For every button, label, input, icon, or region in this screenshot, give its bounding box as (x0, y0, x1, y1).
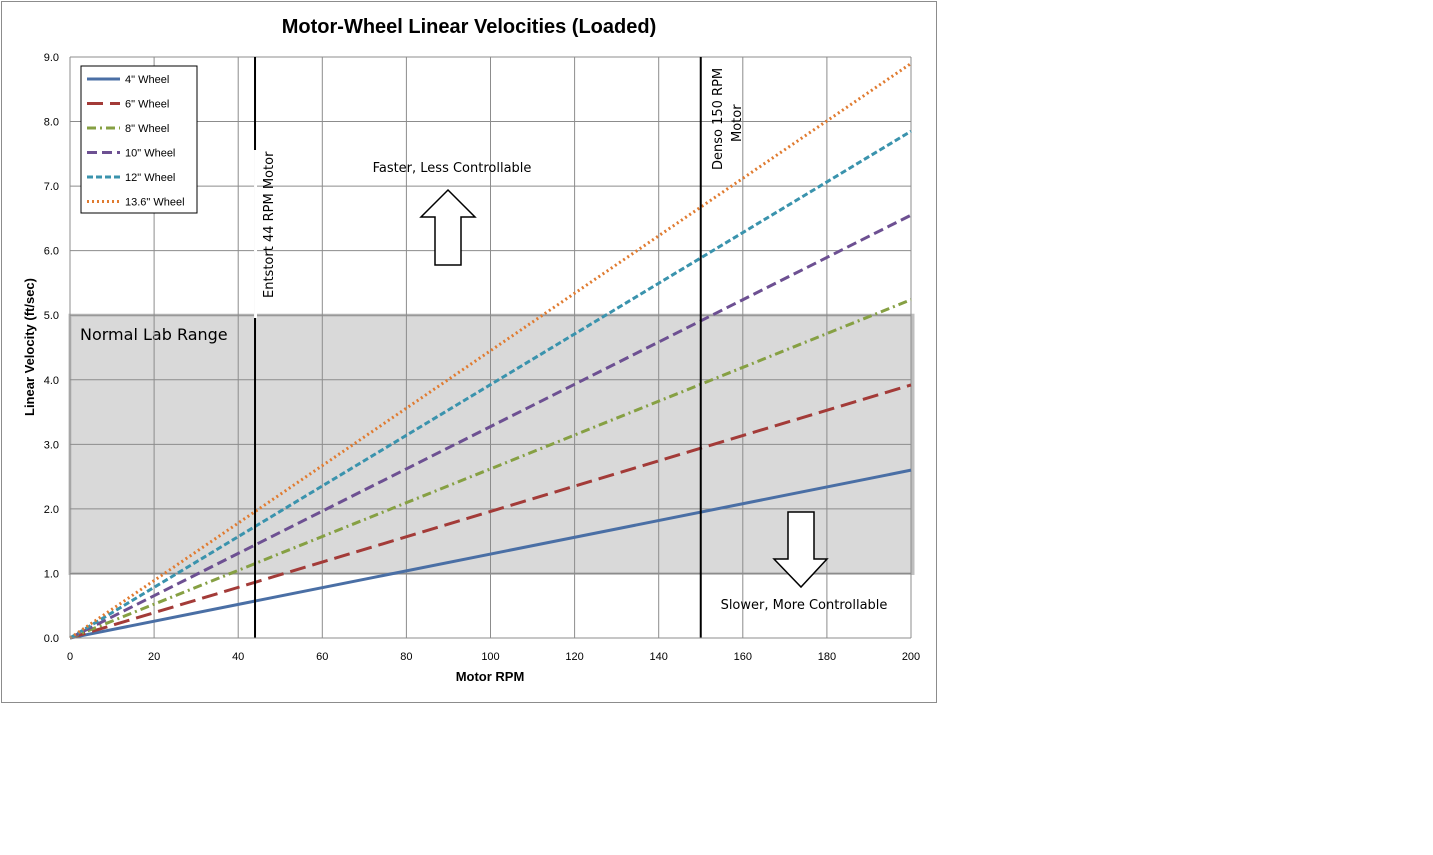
series-line-3 (69, 213, 912, 640)
x-tick-label: 140 (650, 651, 668, 663)
y-tick-label: 5.0 (44, 310, 59, 322)
series-lines (69, 62, 912, 640)
y-tick-label: 6.0 (44, 246, 59, 258)
legend-label-2: 8" Wheel (125, 123, 169, 135)
marker-label-entstort: Entstort 44 RPM Motor (262, 151, 277, 298)
marker-label-denso-1: Denso 150 RPM (711, 68, 726, 170)
x-tick-label: 180 (818, 651, 836, 663)
x-tick-label: 100 (481, 651, 499, 663)
y-tick-label: 7.0 (44, 181, 59, 193)
x-tick-label: 40 (232, 651, 244, 663)
legend: 4" Wheel 6" Wheel 8" Wheel 10" Wheel 12" Whe… (80, 65, 198, 214)
y-tick-label: 8.0 (44, 117, 59, 129)
legend-label-3: 10" Wheel (125, 148, 175, 160)
y-tick-label: 2.0 (44, 504, 59, 516)
x-tick-label: 0 (67, 651, 73, 663)
x-tick-label: 120 (565, 651, 583, 663)
legend-box (80, 65, 198, 214)
marker-label-bg (254, 150, 258, 318)
annotation-upper: Faster, Less Controllable (373, 161, 532, 176)
y-tick-label: 0.0 (44, 633, 59, 645)
legend-label-5: 13.6" Wheel (125, 197, 185, 209)
y-tick-label: 1.0 (44, 568, 59, 580)
legend-label-4: 12" Wheel (125, 172, 175, 184)
series-line-1 (69, 383, 912, 640)
x-axis-title: Motor RPM (456, 669, 525, 684)
y-tick-label: 3.0 (44, 439, 59, 451)
x-tick-label: 80 (400, 651, 412, 663)
y-tick-label: 4.0 (44, 375, 59, 387)
up-arrow-icon (419, 188, 477, 266)
y-tick-label: 9.0 (44, 52, 59, 64)
marker-label-denso-2: Motor (730, 104, 745, 142)
x-tick-label: 200 (902, 651, 920, 663)
annotation-lower: Slower, More Controllable (721, 598, 888, 613)
annotations: Faster, Less Controllable Slower, More Co… (373, 161, 888, 613)
x-tick-label: 160 (734, 651, 752, 663)
legend-label-1: 6" Wheel (125, 99, 169, 111)
y-axis-title: Linear Velocity (ft/sec) (22, 278, 37, 416)
x-tick-label: 20 (148, 651, 160, 663)
chart-title: Motor-Wheel Linear Velocities (Loaded) (282, 16, 657, 38)
x-tick-label: 60 (316, 651, 328, 663)
series-line-2 (69, 298, 912, 640)
legend-label-0: 4" Wheel (125, 74, 169, 86)
axes: 0.0 1.0 2.0 3.0 4.0 5.0 6.0 7.0 8.0 9.0 0 20 40 60 80 1… (44, 52, 920, 663)
series-line-4 (69, 129, 912, 640)
down-arrow-icon (772, 511, 829, 589)
series-line-0 (69, 468, 912, 640)
vertical-markers: Entstort 44 RPM Motor Denso 150 RPM Motor (254, 57, 745, 638)
